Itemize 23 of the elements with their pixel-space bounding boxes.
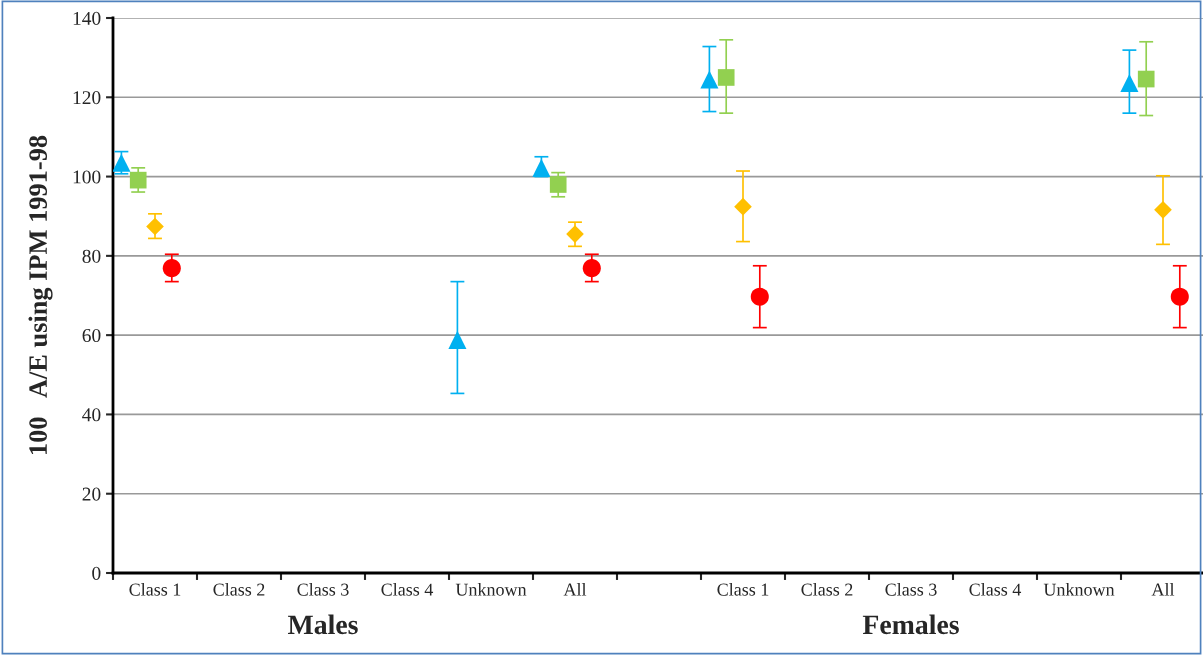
x-tick-label: Class 1 <box>717 582 769 596</box>
x-tick-label: Class 4 <box>969 582 1022 596</box>
y-axis-title: 100 A/E using IPM 1991-98 <box>28 135 53 454</box>
text: Females <box>862 614 959 635</box>
y-tick-label: 60 <box>82 328 101 343</box>
y-tick-label: 100 <box>73 170 101 184</box>
x-tick-label: Class 1 <box>129 582 181 596</box>
x-tick-label: Unknown <box>455 582 527 596</box>
text: Males <box>287 614 358 635</box>
y-tick-label: 140 <box>73 11 101 25</box>
x-tick-label: Unknown <box>1043 582 1115 596</box>
x-tick-label: Class 3 <box>885 582 937 596</box>
x-tick-label: Class 2 <box>801 582 853 596</box>
x-tick-label: All <box>563 582 587 596</box>
x-tick-label: Class 4 <box>381 582 434 596</box>
x-tick-label: Class 2 <box>213 582 265 596</box>
y-tick-label: 0 <box>92 566 101 580</box>
x-tick-label: All <box>1151 582 1175 596</box>
y-tick-label: 80 <box>82 249 101 263</box>
y-tick-label: 40 <box>82 408 101 422</box>
y-tick-label: 20 <box>82 487 101 501</box>
x-tick-label: Class 3 <box>297 582 349 596</box>
y-tick-label: 120 <box>73 91 101 105</box>
